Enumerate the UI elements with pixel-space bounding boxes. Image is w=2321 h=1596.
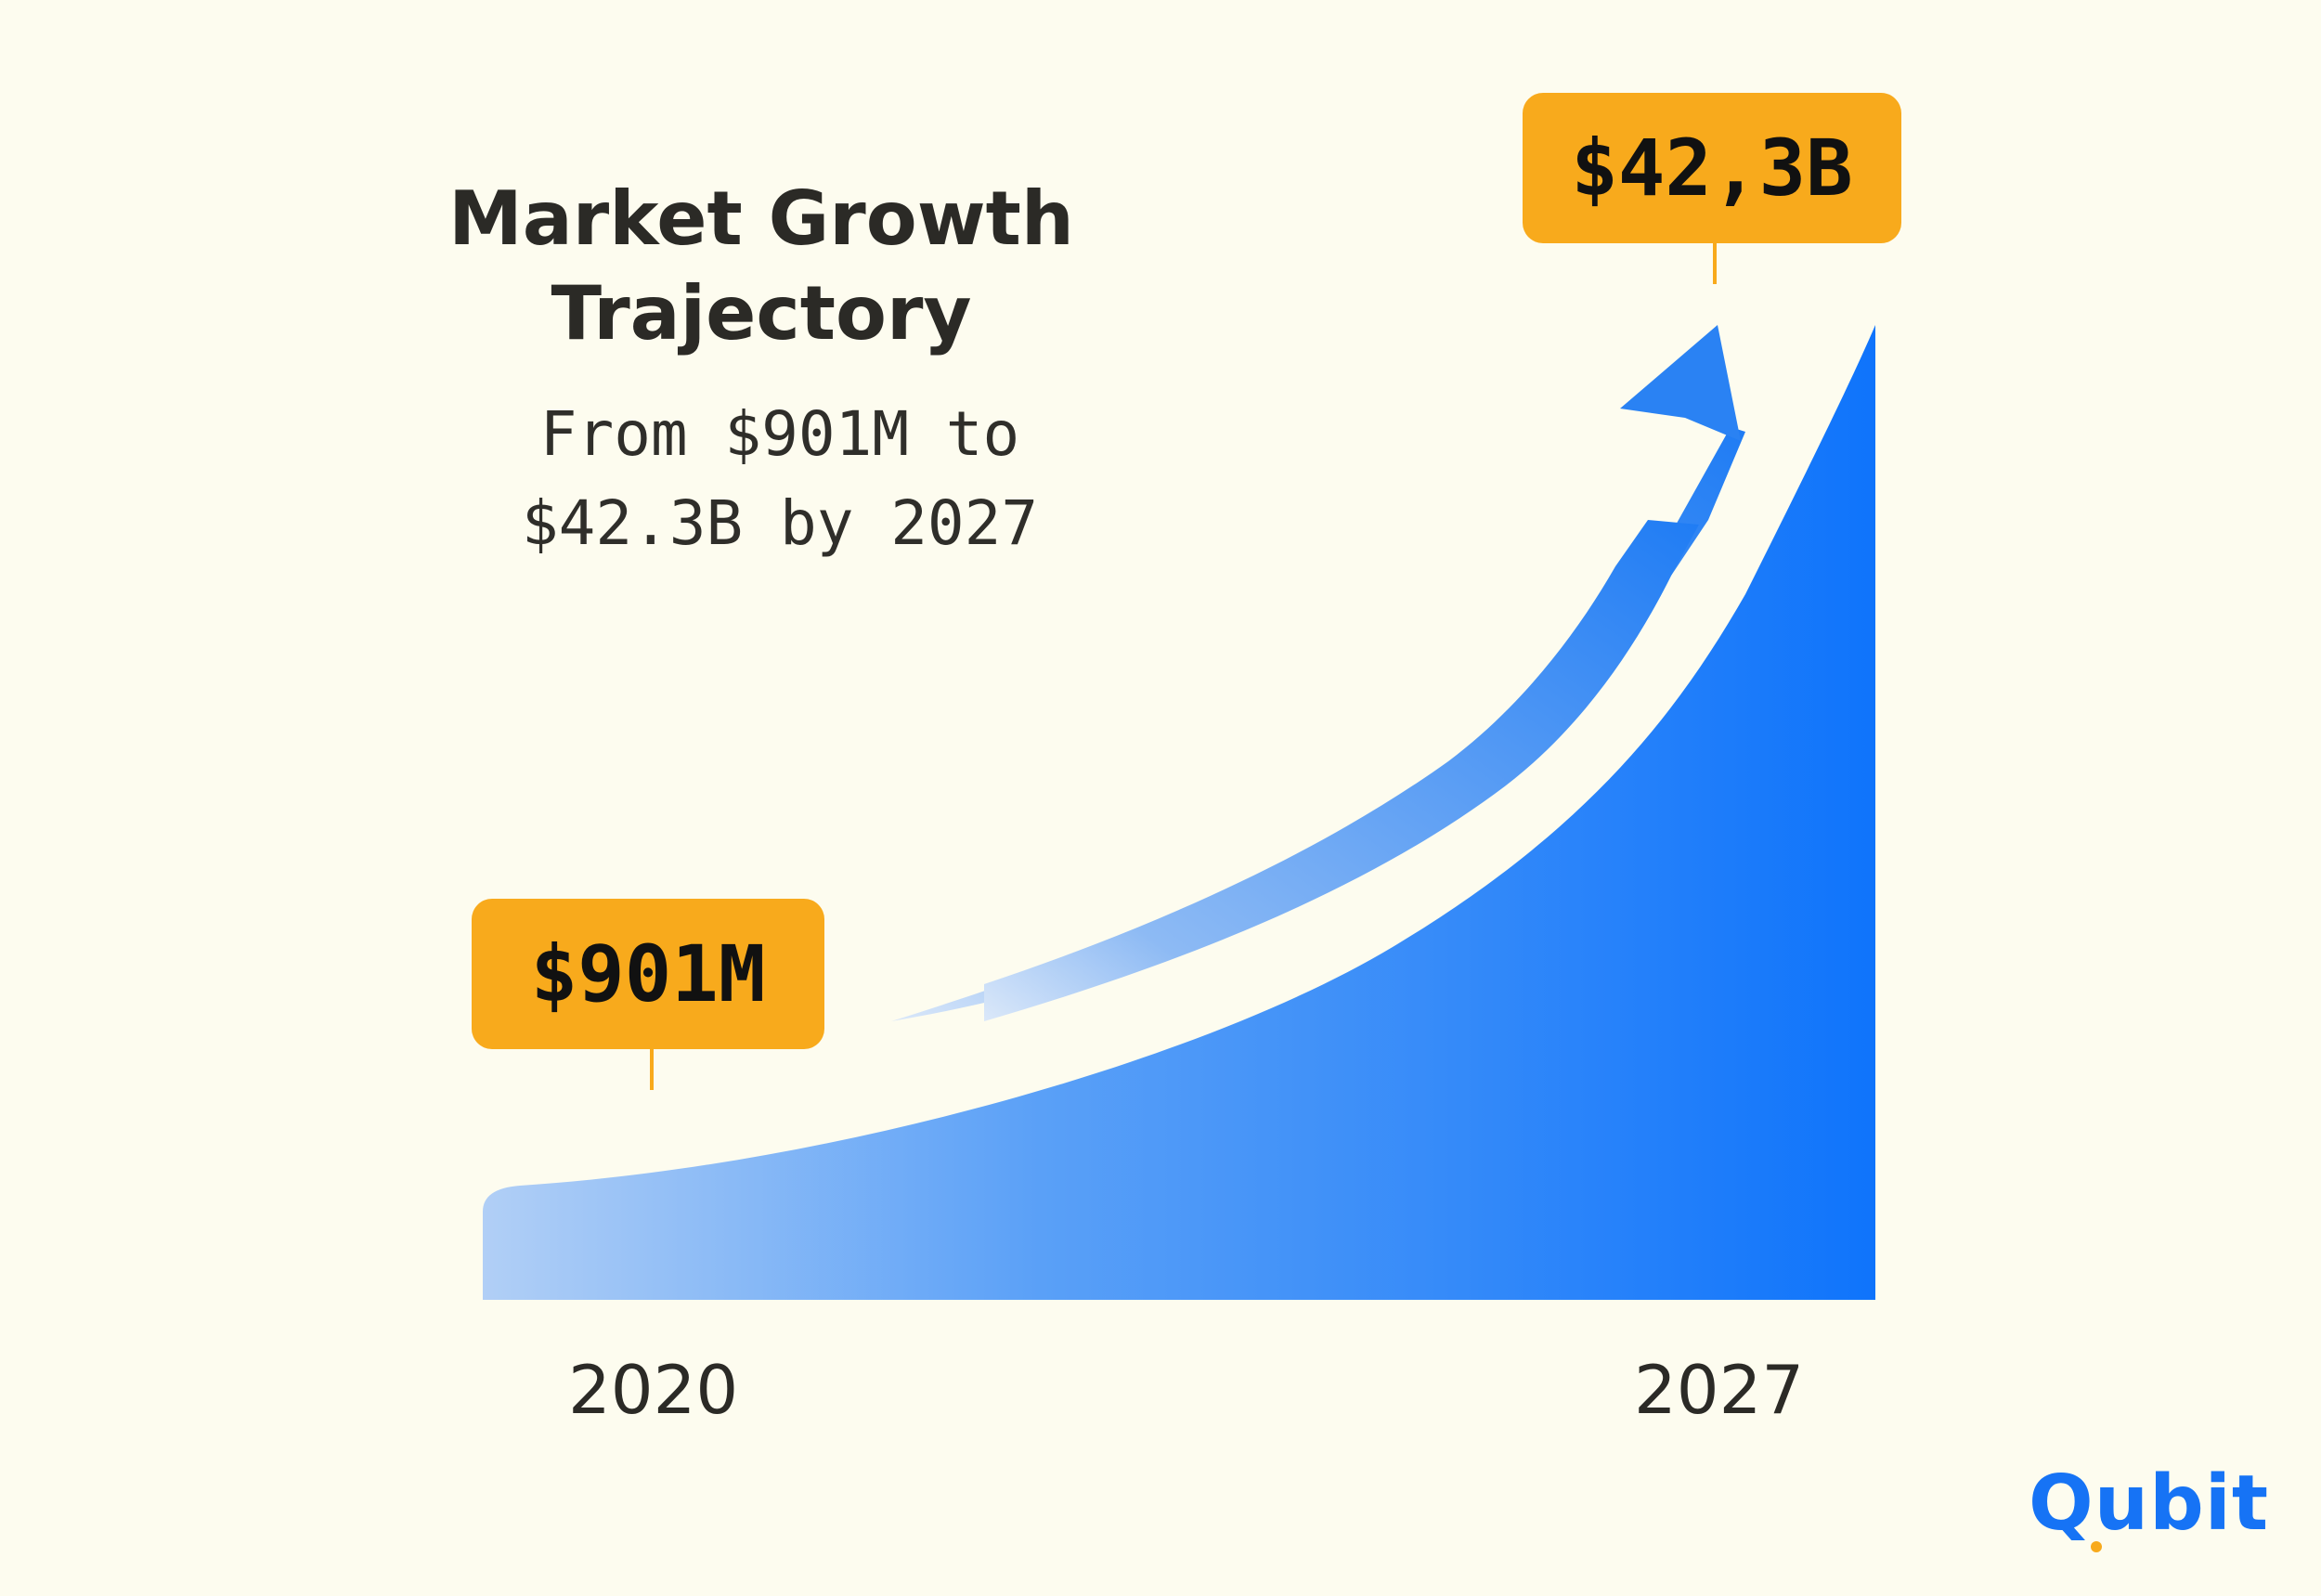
logo-dot-icon bbox=[2091, 1541, 2102, 1552]
end-callout-pointer bbox=[1713, 241, 1717, 284]
growth-arrow-body bbox=[984, 520, 1699, 1021]
arrowhead bbox=[1620, 325, 1741, 441]
chart-subtitle-line-1: From $901M to bbox=[539, 398, 1020, 470]
start-value-callout: $901M bbox=[472, 899, 824, 1049]
chart-subtitle: From $901M to $42.3B by 2027 bbox=[483, 390, 1077, 568]
chart-title: Market Growth Trajectory bbox=[427, 172, 1096, 361]
start-callout-pointer bbox=[650, 1047, 654, 1090]
brand-logo: Qubit bbox=[2029, 1460, 2270, 1548]
chart-subtitle-line-2: $42.3B by 2027 bbox=[521, 487, 1039, 559]
chart-title-line-2: Trajectory bbox=[551, 270, 972, 357]
growth-area bbox=[483, 325, 1875, 1300]
chart-title-line-1: Market Growth bbox=[448, 175, 1074, 262]
end-value-callout: $42,3B bbox=[1523, 93, 1901, 243]
x-tick-label-end: 2027 bbox=[1634, 1351, 1805, 1429]
x-tick-label-start: 2020 bbox=[568, 1351, 739, 1429]
